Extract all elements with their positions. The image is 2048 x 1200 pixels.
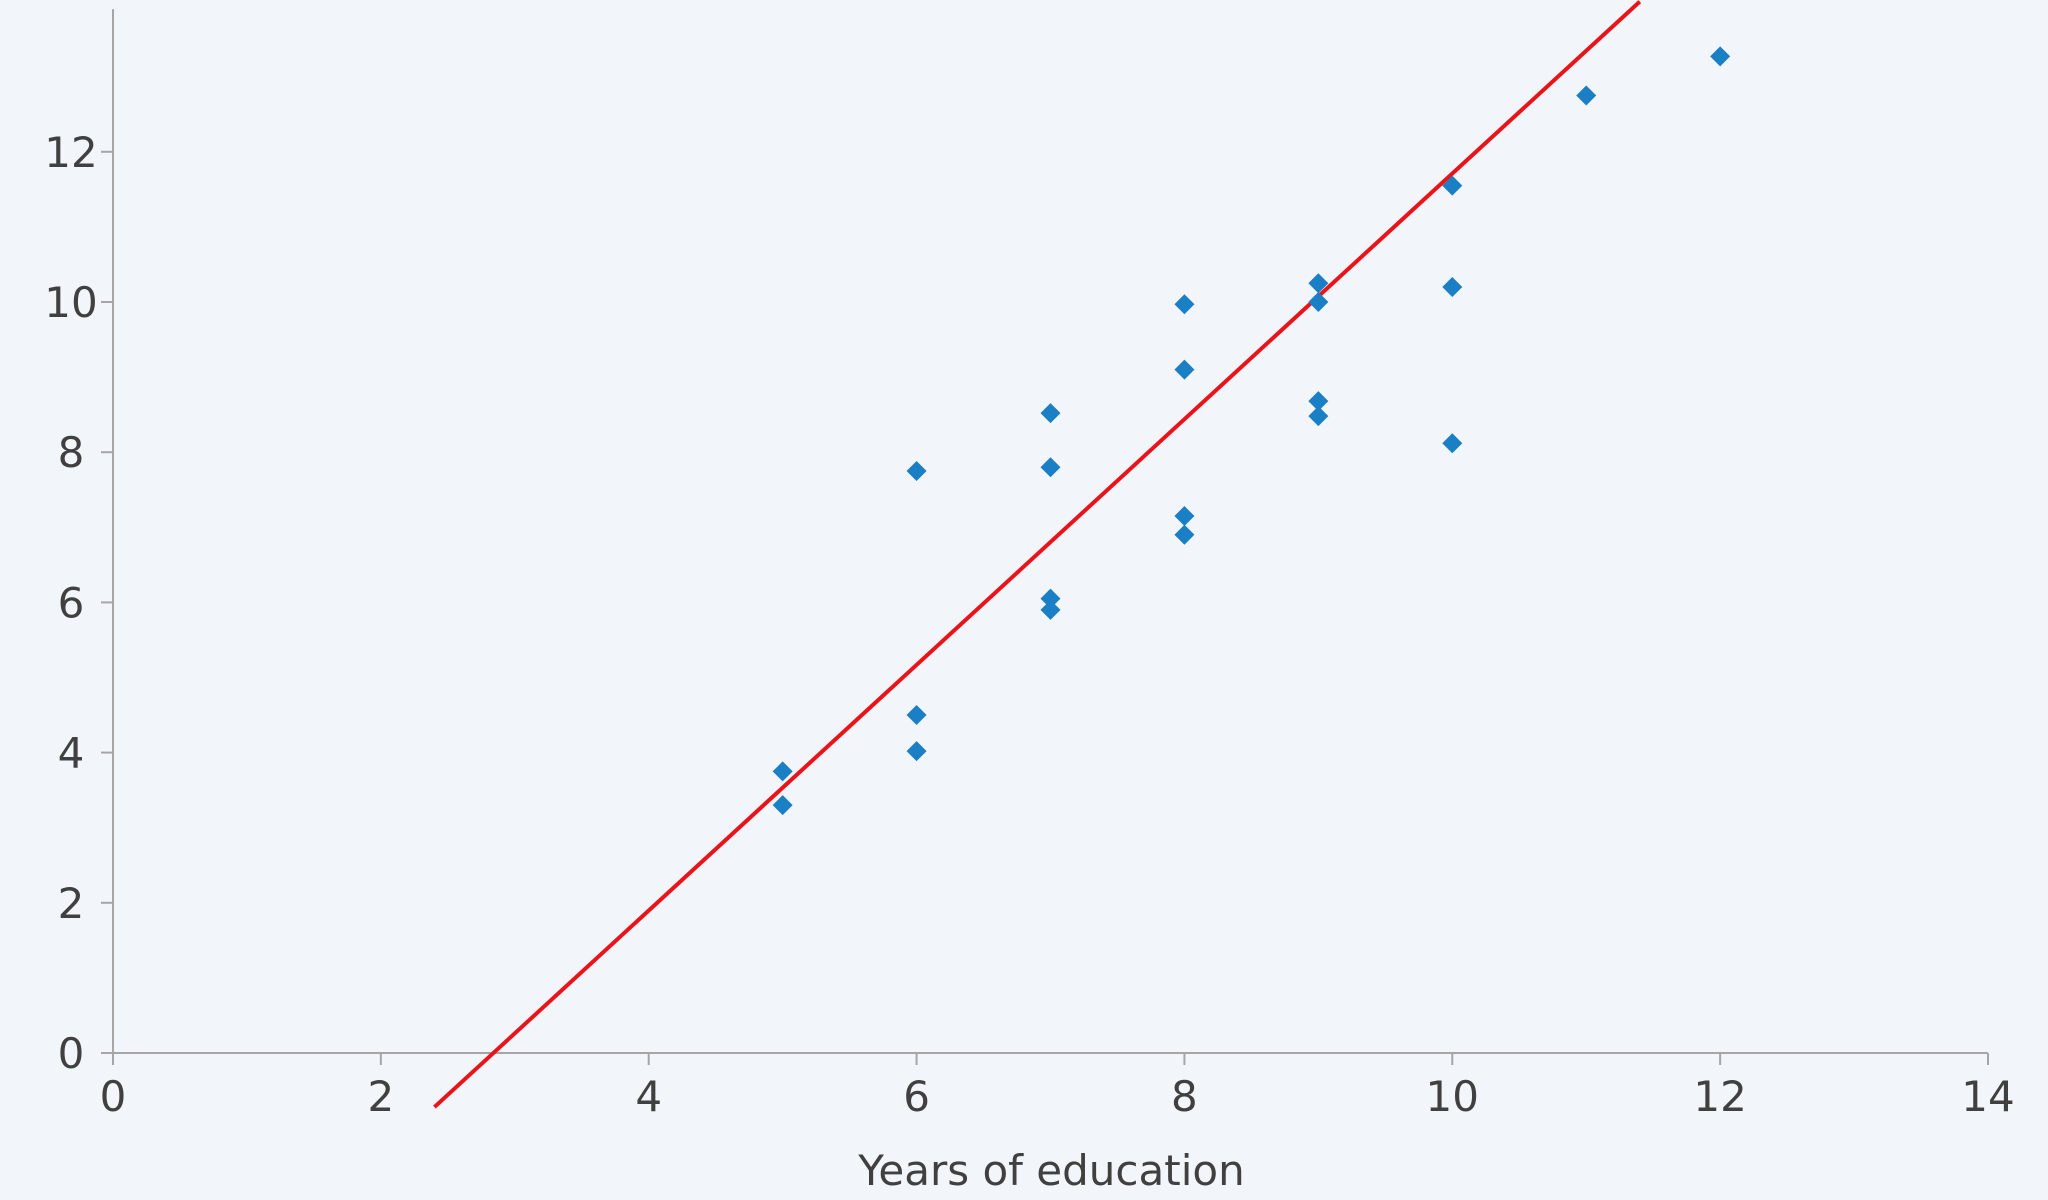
- data-point: [1442, 276, 1463, 297]
- data-point: [1576, 85, 1597, 106]
- x-tick-label: 2: [367, 1072, 394, 1121]
- y-tick-label: 12: [44, 128, 97, 177]
- data-point: [1710, 46, 1731, 67]
- x-tick-label: 10: [1426, 1072, 1479, 1121]
- data-point: [1040, 403, 1061, 424]
- data-point: [1040, 588, 1061, 609]
- y-tick-label: 8: [58, 428, 85, 477]
- x-tick-label: 0: [100, 1072, 127, 1121]
- y-tick-label: 10: [44, 278, 97, 327]
- points-layer: [772, 46, 1731, 816]
- data-point: [772, 761, 793, 782]
- x-tick-label: 6: [903, 1072, 930, 1121]
- axes-layer: 0 2 4 6 8 10 12 0 2 4 6 8 10 12 14: [44, 9, 2015, 1121]
- x-tick-label: 4: [635, 1072, 662, 1121]
- data-point: [1174, 294, 1195, 315]
- y-tick-label: 2: [58, 879, 85, 928]
- y-tick-label: 6: [58, 578, 85, 627]
- x-axis-title: Years of education: [857, 1146, 1244, 1195]
- data-point: [1442, 175, 1463, 196]
- data-point: [1308, 273, 1329, 294]
- trend-layer: [433, 0, 1642, 1109]
- x-tick-label: 8: [1171, 1072, 1198, 1121]
- y-tick-label: 4: [58, 729, 85, 778]
- data-point: [1308, 406, 1329, 427]
- data-point: [1308, 292, 1329, 312]
- x-tick-label: 14: [1961, 1072, 2014, 1121]
- data-point: [1174, 359, 1195, 380]
- data-point: [1442, 433, 1463, 454]
- data-point: [1040, 457, 1061, 478]
- data-point: [1174, 506, 1195, 527]
- trendline: [433, 0, 1642, 1109]
- data-point: [906, 705, 927, 726]
- x-tick-label: 12: [1693, 1072, 1746, 1121]
- data-point: [906, 460, 927, 481]
- data-point: [772, 795, 793, 816]
- data-point: [1308, 391, 1329, 412]
- data-point: [906, 741, 927, 762]
- y-tick-label: 0: [58, 1029, 85, 1078]
- data-point: [1040, 599, 1061, 620]
- data-point: [1174, 524, 1195, 545]
